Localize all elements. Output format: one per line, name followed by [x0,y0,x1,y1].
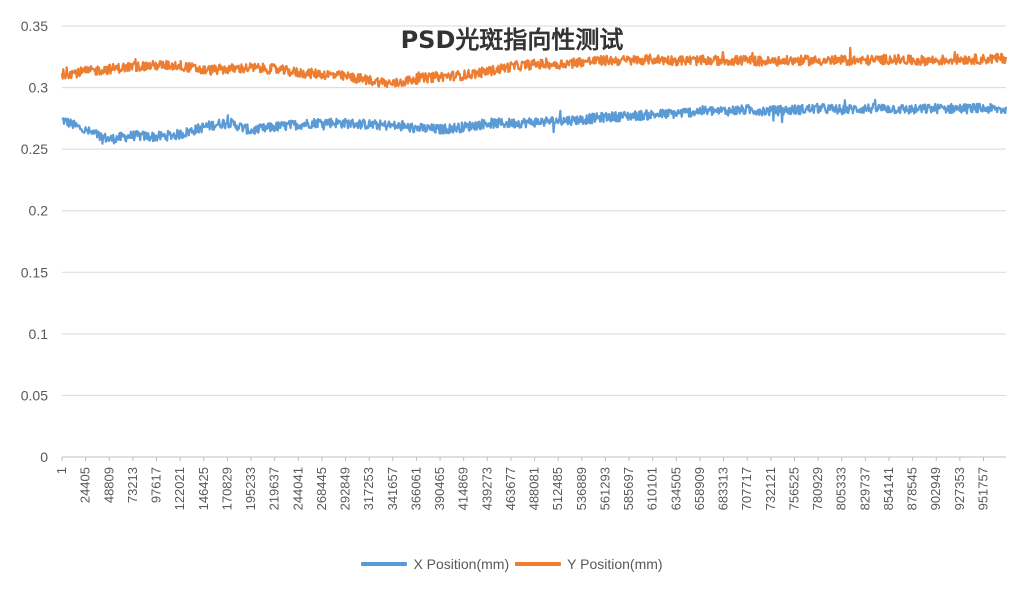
x-tick-label: 536889 [574,467,589,510]
x-tick-label: 122021 [172,467,187,510]
series-lines [60,46,1008,145]
y-tick-label: 0.1 [29,326,49,342]
legend-item-x: X Position(mm) [361,556,509,572]
x-tick-label: 683313 [716,467,731,510]
legend-label-y: Y Position(mm) [567,556,663,572]
x-tick-label: 1 [54,467,69,474]
x-tick-label: 341657 [385,467,400,510]
y-axis-ticks: 0 0.05 0.1 0.15 0.2 0.25 0.3 0.35 [21,18,48,465]
x-tick-label: 927353 [952,467,967,510]
y-tick-label: 0.2 [29,203,49,219]
x-tick-label: 829737 [857,467,872,510]
x-tick-label: 366061 [408,467,423,510]
y-tick-label: 0.05 [21,387,48,403]
x-tick-label: 390465 [432,467,447,510]
y-tick-label: 0 [40,449,48,465]
x-tick-label: 146425 [196,467,211,510]
series-line-x [61,98,1008,145]
x-tick-label: 878545 [905,467,920,510]
x-tick-label: 292849 [338,467,353,510]
x-tick-label: 463677 [503,467,518,510]
x-tick-label: 488081 [527,467,542,510]
x-tick-label: 707717 [739,467,754,510]
x-tick-label: 951757 [975,467,990,510]
x-tick-label: 585697 [621,467,636,510]
x-tick-label: 805333 [834,467,849,510]
x-tick-label: 561293 [597,467,612,510]
x-tick-label: 48809 [101,467,116,503]
legend: X Position(mm) Y Position(mm) [0,556,1024,572]
x-tick-label: 170829 [219,467,234,510]
y-tick-label: 0.3 [29,80,49,96]
legend-label-x: X Position(mm) [413,556,510,572]
legend-item-y: Y Position(mm) [515,556,663,572]
x-tick-label: 24405 [78,467,93,503]
x-axis-ticks: 1 24405 48809 73213 97617 122021 146425 170829 1… [54,457,990,510]
x-tick-label: 414869 [456,467,471,510]
y-tick-label: 0.15 [21,264,48,280]
series-line-y [60,46,1008,89]
x-tick-label: 658909 [692,467,707,510]
x-tick-label: 195233 [243,467,258,510]
y-tick-label: 0.35 [21,18,48,34]
x-tick-label: 439273 [479,467,494,510]
x-tick-label: 634505 [668,467,683,510]
x-tick-label: 902949 [928,467,943,510]
legend-swatch-y [515,562,562,566]
x-tick-label: 780929 [810,467,825,510]
chart-title: PSD光斑指向性测试 [400,26,624,54]
x-tick-label: 73213 [125,467,140,503]
x-tick-label: 268445 [314,467,329,510]
x-tick-label: 219637 [267,467,282,510]
x-tick-label: 317253 [361,467,376,510]
x-tick-label: 512485 [550,467,565,510]
x-tick-label: 756525 [786,467,801,510]
x-tick-label: 610101 [645,467,660,510]
y-tick-label: 0.25 [21,141,48,157]
x-tick-label: 244041 [290,467,305,510]
x-tick-label: 854141 [881,467,896,510]
legend-swatch-x [361,562,408,566]
x-tick-label: 732121 [763,467,778,510]
gridlines [62,25,1006,458]
x-tick-label: 97617 [149,467,164,503]
